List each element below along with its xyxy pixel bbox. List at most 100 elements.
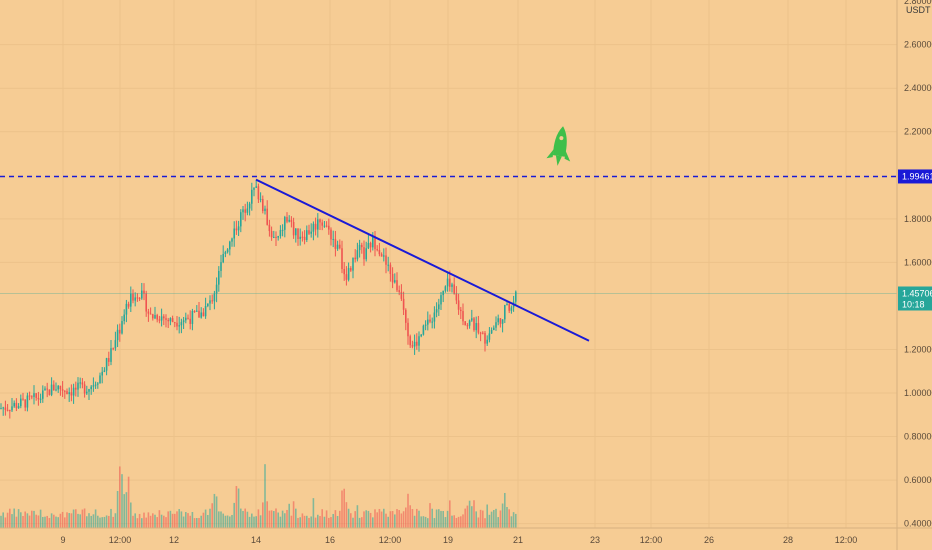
volume-bar [413, 515, 416, 528]
volume-bar [479, 509, 482, 528]
candle-body [9, 410, 11, 412]
candle-body [110, 348, 112, 362]
candle-body [477, 323, 480, 333]
volume-bar [123, 494, 125, 528]
volume-bar [365, 510, 367, 528]
y-tick-label: 2.40000 [904, 83, 932, 93]
candle-body [286, 217, 288, 222]
volume-bar [431, 508, 433, 528]
x-tick-label: 12 [169, 535, 179, 545]
candle-body [44, 388, 46, 391]
volume-bar [55, 516, 57, 528]
candle-body [484, 332, 486, 344]
volume-bar [416, 508, 418, 528]
volume-bar [246, 511, 249, 528]
candle-body [292, 222, 295, 236]
candle-body [215, 284, 218, 294]
candle-body [152, 314, 154, 319]
volume-bar [409, 505, 411, 528]
volume-bar [209, 508, 211, 528]
x-tick-label: 9 [60, 535, 65, 545]
candle-body [202, 312, 205, 317]
last-price-badge [898, 286, 932, 311]
volume-bar [53, 514, 55, 528]
volume-bar [486, 504, 488, 528]
candle-body [224, 252, 227, 255]
volume-bar [310, 516, 312, 528]
candle-body [506, 304, 508, 306]
rocket-fin-left [546, 149, 554, 159]
volume-bar [259, 515, 262, 528]
volume-bar [9, 508, 11, 528]
volume-bar [160, 514, 163, 528]
candle-body [191, 310, 194, 324]
volume-bar [200, 515, 202, 528]
candle-body [372, 236, 374, 248]
candle-body [319, 219, 321, 223]
candle-body [204, 306, 207, 317]
volume-bar [279, 516, 282, 528]
candle-body [343, 269, 345, 275]
candle-body [130, 293, 132, 307]
candle-body [180, 322, 183, 326]
candle-body [167, 319, 169, 322]
candle-body [253, 187, 255, 190]
volume-bar [464, 508, 466, 528]
volume-bar [6, 512, 9, 528]
candle-body [149, 313, 152, 315]
candle-body [145, 293, 147, 312]
volume-bar [495, 508, 497, 528]
volume-bar [303, 515, 306, 528]
volume-bar [493, 510, 495, 528]
volume-bar [15, 516, 18, 528]
volume-bar [402, 511, 405, 528]
candle-body [200, 312, 202, 318]
volume-layer [0, 464, 517, 528]
volume-bar [350, 513, 352, 528]
volume-bar [438, 509, 440, 528]
volume-bar [33, 510, 35, 528]
candle-body [246, 208, 249, 213]
candle-body [334, 238, 337, 249]
volume-bar [59, 513, 62, 528]
candle-body [64, 390, 66, 392]
volume-bar [515, 513, 517, 528]
volume-bar [354, 511, 356, 528]
volume-bar [189, 515, 191, 528]
volume-bar [506, 507, 508, 528]
candle-body [66, 391, 68, 395]
volume-bar [477, 517, 480, 528]
volume-bar [299, 517, 301, 528]
candle-body [398, 290, 400, 292]
volume-bar [308, 517, 310, 528]
candle-body [339, 244, 341, 249]
candle-body [290, 219, 293, 223]
volume-bar [114, 513, 117, 528]
candle-body [475, 323, 477, 331]
volume-bar [262, 502, 264, 528]
candle-body [233, 228, 235, 239]
volume-bar [46, 515, 48, 528]
y-tick-label: 1.20000 [904, 344, 932, 354]
candle-body [83, 384, 86, 394]
candle-body [20, 398, 22, 407]
volume-bar [213, 493, 216, 528]
volume-bar [31, 510, 33, 528]
candle-body [422, 325, 425, 335]
volume-bar [396, 509, 398, 528]
candle-body [17, 406, 20, 409]
volume-bar [231, 514, 233, 528]
volume-bar [11, 514, 13, 528]
candle-body [350, 268, 352, 271]
candle-body [24, 399, 26, 408]
volume-bar [83, 508, 86, 528]
volume-bar [286, 509, 288, 528]
volume-bar [171, 513, 174, 528]
volume-bar [460, 516, 462, 528]
volume-bar [473, 500, 475, 528]
